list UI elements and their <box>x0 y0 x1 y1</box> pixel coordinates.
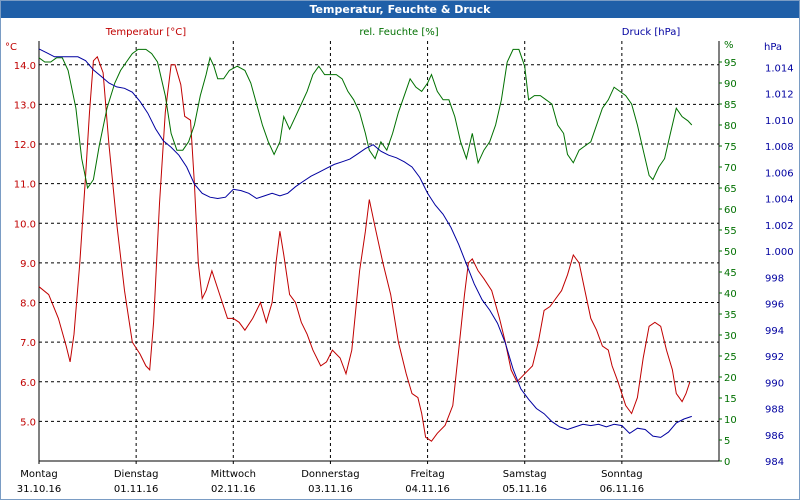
humidity-tick-label: 40 <box>724 289 737 300</box>
humidity-tick-label: 60 <box>724 205 737 216</box>
temperature-tick-label: 6.0 <box>20 378 36 389</box>
pressure-unit-label: hPa <box>764 42 782 53</box>
humidity-tick-label: 55 <box>724 226 737 237</box>
pressure-series-line <box>38 48 692 438</box>
humidity-tick-label: 45 <box>724 268 737 279</box>
humidity-tick-label: 15 <box>724 394 737 405</box>
humidity-tick-label: 50 <box>724 247 737 258</box>
humidity-tick-label: 65 <box>724 184 737 195</box>
humidity-tick-label: 95 <box>724 58 737 69</box>
pressure-tick-label: 996 <box>765 300 784 311</box>
pressure-tick-label: 1.008 <box>765 142 794 153</box>
x-day-label: Sonntag <box>601 469 643 480</box>
temperature-tick-label: 11.0 <box>14 180 36 191</box>
humidity-unit-label: % <box>724 40 734 51</box>
x-day-label: Mittwoch <box>211 469 256 480</box>
humidity-tick-label: 25 <box>724 352 737 363</box>
humidity-tick-label: 80 <box>724 121 737 132</box>
x-date-label: 04.11.16 <box>405 484 450 495</box>
ticks: 14.0 13.0 12.0 11.0 10.0 9.0 8.0 7.0 6.0 5.0 95 90 8… <box>14 58 794 495</box>
grid <box>38 41 720 462</box>
pressure-axis-title: Druck [hPa] <box>622 27 681 38</box>
pressure-tick-label: 992 <box>765 352 784 363</box>
humidity-tick-label: 70 <box>724 163 737 174</box>
pressure-tick-label: 1.004 <box>765 195 794 206</box>
pressure-tick-label: 998 <box>765 273 784 284</box>
temperature-tick-label: 12.0 <box>14 140 36 151</box>
x-day-label: Dienstag <box>114 469 159 480</box>
x-day-label: Freitag <box>410 469 444 480</box>
humidity-tick-label: 0 <box>724 457 730 468</box>
pressure-tick-label: 994 <box>765 326 784 337</box>
temperature-tick-label: 10.0 <box>14 219 36 230</box>
x-date-label: 31.10.16 <box>17 484 62 495</box>
pressure-tick-label: 1.006 <box>765 168 794 179</box>
temperature-tick-label: 9.0 <box>20 259 36 270</box>
temperature-tick-label: 7.0 <box>20 338 36 349</box>
x-date-label: 06.11.16 <box>600 484 645 495</box>
pressure-tick-label: 988 <box>765 405 784 416</box>
temperature-tick-label: 5.0 <box>20 417 36 428</box>
x-date-label: 03.11.16 <box>308 484 353 495</box>
temperature-series-line <box>38 55 691 442</box>
x-date-label: 05.11.16 <box>502 484 547 495</box>
pressure-tick-label: 990 <box>765 378 784 389</box>
temperature-tick-label: 13.0 <box>14 100 36 111</box>
humidity-axis-title: rel. Feuchte [%] <box>359 27 438 38</box>
pressure-tick-label: 1.014 <box>765 63 794 74</box>
x-day-label: Donnerstag <box>301 469 359 480</box>
temperature-unit-label: °C <box>5 42 17 53</box>
series-lines <box>38 48 693 442</box>
x-date-label: 02.11.16 <box>211 484 256 495</box>
humidity-tick-label: 75 <box>724 142 737 153</box>
humidity-tick-label: 90 <box>724 79 737 90</box>
humidity-tick-label: 5 <box>724 436 730 447</box>
pressure-tick-label: 984 <box>765 457 784 468</box>
pressure-tick-label: 1.012 <box>765 90 794 101</box>
pressure-tick-label: 986 <box>765 431 784 442</box>
pressure-tick-label: 1.000 <box>765 247 794 258</box>
pressure-tick-label: 1.002 <box>765 221 794 232</box>
window-title: Temperatur, Feuchte & Druck <box>1 1 799 18</box>
x-date-label: 01.11.16 <box>114 484 159 495</box>
humidity-tick-label: 85 <box>724 100 737 111</box>
humidity-series-line <box>38 48 693 190</box>
humidity-tick-label: 20 <box>724 373 737 384</box>
humidity-tick-label: 35 <box>724 310 737 321</box>
humidity-tick-label: 10 <box>724 415 737 426</box>
pressure-tick-label: 1.010 <box>765 116 794 127</box>
temperature-tick-label: 14.0 <box>14 61 36 72</box>
humidity-tick-label: 30 <box>724 331 737 342</box>
temperature-tick-label: 8.0 <box>20 299 36 310</box>
x-day-label: Samstag <box>503 469 547 480</box>
x-day-label: Montag <box>20 469 57 480</box>
temperature-axis-title: Temperatur [°C] <box>105 27 186 38</box>
